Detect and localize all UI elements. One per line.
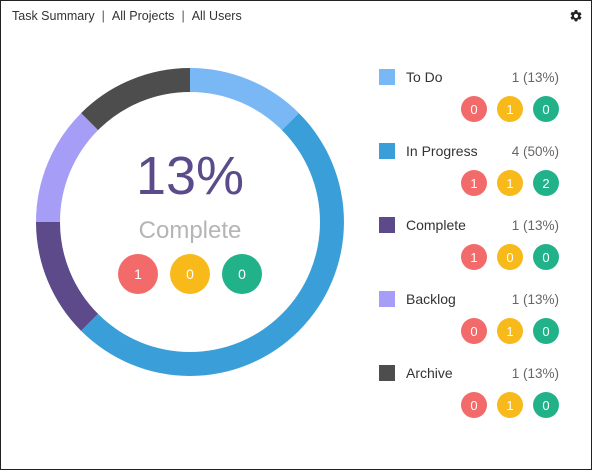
breadcrumb-task-summary[interactable]: Task Summary [12, 9, 95, 23]
breadcrumb-separator: | [101, 9, 105, 23]
center-badges: 1 0 0 [31, 254, 349, 294]
donut-slice-backlog[interactable] [36, 113, 99, 222]
donut-slice-in-progress[interactable] [81, 113, 344, 376]
breadcrumb-separator: | [181, 9, 185, 23]
badge-red[interactable]: 1 [118, 254, 158, 294]
legend-count: 1 (13%) [511, 291, 559, 307]
badge-yellow[interactable]: 0 [497, 244, 523, 270]
legend-count: 1 (13%) [511, 217, 559, 233]
gear-icon[interactable] [569, 9, 583, 23]
legend-label: In Progress [406, 143, 478, 159]
badge-green[interactable]: 0 [533, 244, 559, 270]
badge-yellow[interactable]: 1 [497, 170, 523, 196]
legend-label: Archive [406, 365, 453, 381]
badge-green[interactable]: 0 [533, 392, 559, 418]
legend-label: Complete [406, 217, 466, 233]
badge-red[interactable]: 1 [461, 170, 487, 196]
legend-item-complete[interactable]: Complete 1 (13%) 1 0 0 [379, 215, 559, 289]
badge-yellow[interactable]: 1 [497, 96, 523, 122]
legend: To Do 1 (13%) 0 1 0 In Progress 4 (50%) … [379, 67, 559, 437]
legend-swatch [379, 69, 395, 85]
donut-slice-archive[interactable] [81, 68, 190, 131]
completion-label: Complete [138, 217, 242, 244]
legend-count: 1 (13%) [511, 365, 559, 381]
badge-yellow[interactable]: 0 [170, 254, 210, 294]
badge-red[interactable]: 0 [461, 392, 487, 418]
legend-swatch [379, 365, 395, 381]
filter-all-users[interactable]: All Users [191, 9, 242, 23]
legend-swatch [379, 143, 395, 159]
legend-item-backlog[interactable]: Backlog 1 (13%) 0 1 0 [379, 289, 559, 363]
badge-red[interactable]: 1 [461, 244, 487, 270]
donut-chart [36, 68, 344, 376]
badge-green[interactable]: 0 [222, 254, 262, 294]
badge-green[interactable]: 0 [533, 318, 559, 344]
badge-yellow[interactable]: 1 [497, 318, 523, 344]
badge-yellow[interactable]: 1 [497, 392, 523, 418]
donut-slice-to-do[interactable] [190, 68, 299, 131]
breadcrumb: Task Summary | All Projects | All Users [12, 9, 242, 23]
completion-percent: 13% [135, 146, 245, 206]
legend-label: To Do [406, 69, 443, 85]
filter-all-projects[interactable]: All Projects [111, 9, 175, 23]
legend-count: 4 (50%) [511, 143, 559, 159]
badge-green[interactable]: 0 [533, 96, 559, 122]
legend-swatch [379, 217, 395, 233]
badge-green[interactable]: 2 [533, 170, 559, 196]
legend-count: 1 (13%) [511, 69, 559, 85]
legend-label: Backlog [406, 291, 456, 307]
legend-swatch [379, 291, 395, 307]
legend-item-to-do[interactable]: To Do 1 (13%) 0 1 0 [379, 67, 559, 141]
legend-item-in-progress[interactable]: In Progress 4 (50%) 1 1 2 [379, 141, 559, 215]
badge-red[interactable]: 0 [461, 96, 487, 122]
badge-red[interactable]: 0 [461, 318, 487, 344]
donut-slice-complete[interactable] [36, 222, 99, 331]
legend-item-archive[interactable]: Archive 1 (13%) 0 1 0 [379, 363, 559, 437]
